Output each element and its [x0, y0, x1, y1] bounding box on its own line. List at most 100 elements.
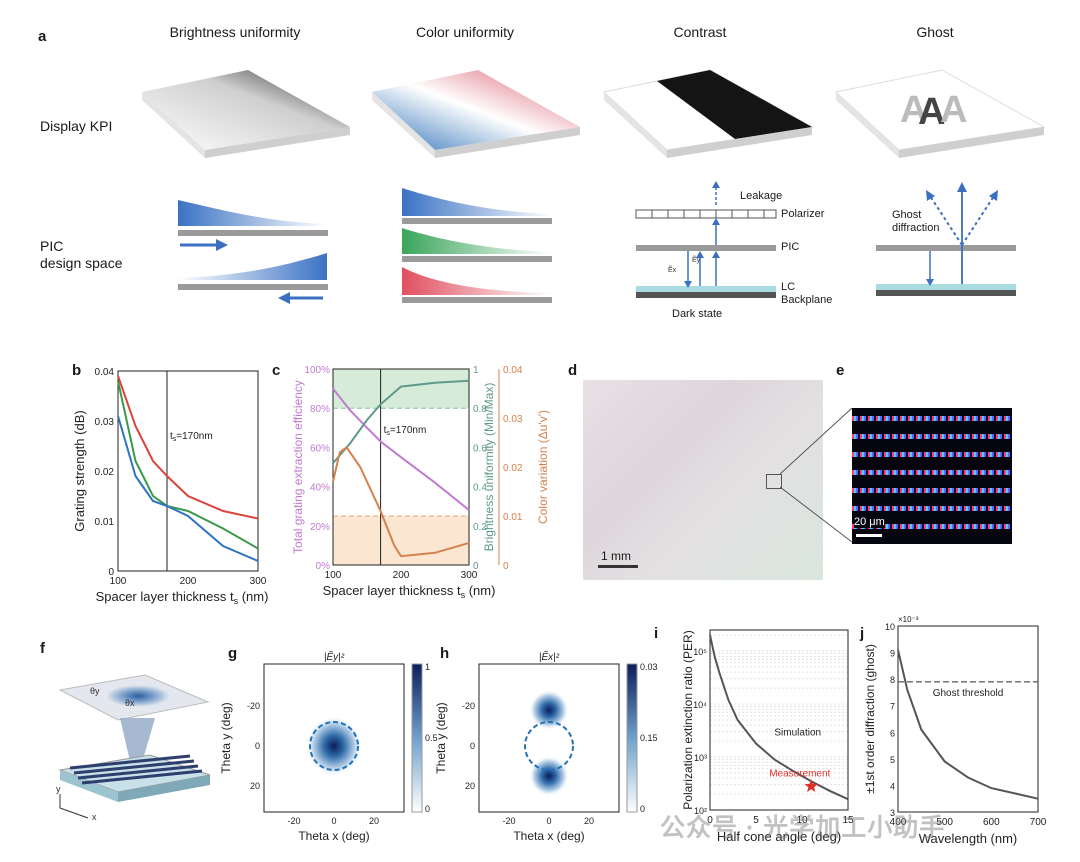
x-tick-label: 200 — [180, 576, 197, 587]
na-circle — [309, 721, 359, 771]
y-tick-label: 10⁴ — [693, 700, 707, 710]
heatmap-title: |Ẽy|² — [324, 650, 345, 663]
y-tick-label: -20 — [247, 701, 260, 711]
series-line-0 — [117, 375, 259, 520]
row-pic-design-line2: design space — [40, 255, 123, 271]
y-tick-left: 40% — [310, 483, 330, 494]
colorbar-min: 0 — [425, 804, 430, 814]
thickness-annotation: ts=170nm — [384, 425, 427, 437]
y-axis-label: Polarization extinction ratio (PER) — [681, 630, 695, 809]
y-tick-right: 0.02 — [503, 463, 523, 474]
series-line-left — [332, 387, 470, 511]
pic-color-diagram — [402, 188, 552, 303]
x-axis-label: Theta x (deg) — [298, 829, 369, 843]
label-backplane: Backplane — [781, 294, 833, 306]
x-tick-label: 100 — [110, 576, 127, 587]
x-tick-label: -20 — [287, 816, 300, 826]
label-leakage: Leakage — [740, 190, 783, 202]
colorbar-min: 0 — [640, 804, 645, 814]
y-tick-label: 10² — [694, 806, 707, 816]
svg-text:A: A — [900, 89, 927, 131]
measurement-star — [804, 779, 818, 792]
panel-c-chart: ts=170nm 0% 20% 40% 60% 80% 100% 0 0.2 0.4 0.6 0.8 1… — [291, 365, 550, 600]
label-polarizer: Polarizer — [781, 208, 825, 220]
panel-e-label: e — [836, 362, 845, 379]
colorbar — [626, 663, 638, 813]
scalebar-d — [598, 565, 638, 568]
svg-text:A: A — [918, 91, 945, 133]
x-tick-label: 400 — [890, 817, 907, 828]
theta-x-label: θx — [125, 698, 135, 708]
x-tick-label: 10 — [796, 815, 808, 826]
svg-text:Ẽx: Ẽx — [668, 265, 677, 274]
diffraction-line — [897, 649, 1039, 800]
y-tick-label: 0.02 — [95, 467, 115, 478]
y-tick-left: 80% — [310, 404, 330, 415]
svg-text:A: A — [940, 89, 967, 131]
y-axis-label-right: Color variation (Δu'v') — [536, 410, 550, 524]
y-tick-label: 3 — [890, 808, 895, 818]
label-ghost-diffraction-1: Ghost — [892, 209, 922, 221]
x-tick-label: 0 — [331, 816, 336, 826]
colorbar-max: 0.03 — [640, 662, 658, 672]
y-tick-left: 60% — [310, 443, 330, 454]
y-axis-label: ±1st order diffraction (ghost) — [863, 644, 877, 794]
y-tick-label: 4 — [890, 781, 895, 791]
y-tick-label: 8 — [890, 675, 895, 685]
row-display-kpi: Display KPI — [40, 118, 113, 134]
y-tick-left: 20% — [310, 522, 330, 533]
row-pic-design-line1: PIC — [40, 238, 64, 254]
label-lc: LC — [781, 281, 796, 293]
x-tick-label: 700 — [1030, 817, 1047, 828]
tile-ghost: A A A — [834, 69, 1046, 158]
y-tick-mid: 0.6 — [473, 443, 487, 454]
panel-j-label: j — [860, 625, 865, 642]
y-tick-right: 0.03 — [503, 414, 523, 425]
x-tick-label: 100 — [325, 570, 342, 581]
plot-frame — [117, 370, 259, 572]
x-tick-label: 0 — [707, 815, 713, 826]
thickness-annotation: ts=170nm — [170, 431, 213, 443]
column-brightness-uniformity: Brightness uniformity — [169, 24, 301, 40]
y-tick-label: 10³ — [694, 753, 707, 763]
y-tick-left: 100% — [304, 365, 330, 376]
column-color-uniformity: Color uniformity — [415, 24, 515, 40]
y-tick-label: 0 — [470, 741, 475, 751]
panel-h-heatmap: -20 0 20 -20 0 20 |Ẽx|² Theta x (deg) Theta y (… — [435, 650, 658, 843]
x-tick-label: 20 — [584, 816, 594, 826]
y-tick-label: 0.04 — [95, 367, 115, 378]
pic-contrast-diagram: Ẽx Ẽy — [635, 181, 777, 298]
x-tick-label: 300 — [461, 570, 478, 581]
label-dark-state: Dark state — [672, 308, 723, 320]
intensity-spot — [306, 716, 362, 776]
x-tick-label: 600 — [983, 817, 1000, 828]
y-tick-label: 20 — [465, 781, 475, 791]
x-tick-label: 200 — [393, 570, 410, 581]
colorbar-mid: 0.5 — [425, 733, 438, 743]
series-line-right — [332, 445, 470, 558]
y-tick-label: 10⁵ — [693, 647, 707, 657]
y-tick-label: -20 — [462, 701, 475, 711]
panel-c-label: c — [272, 362, 281, 379]
watermark-text: 公众号 · 光学加工小助手 — [660, 814, 946, 842]
scalebar-d-label: 1 mm — [601, 549, 631, 563]
x-tick-label: 500 — [936, 817, 953, 828]
panel-i-label: i — [654, 625, 659, 642]
colorbar-max: 1 — [425, 662, 430, 672]
y-axis-label-left: Total grating extraction efficiency — [291, 380, 305, 554]
y-tick-mid: 0.4 — [473, 483, 487, 494]
y-tick-mid: 0 — [473, 561, 479, 572]
colorbar — [411, 663, 423, 813]
microscope-image — [583, 380, 823, 580]
heatmap-title: |Ẽx|² — [539, 650, 560, 663]
panel-i-chart: Simulation Measurement 10² 10³ 10⁴ 10⁵ 0 5 10 15 P… — [681, 629, 854, 844]
panel-b-chart: 0 0.01 0.02 0.03 0.04 100 200 300 ts=170nm Gratin… — [72, 367, 269, 605]
x-axis-label: Spacer layer thickness ts (nm) — [96, 589, 269, 605]
y-tick-label: 0.01 — [95, 517, 115, 528]
y-scale-note: ×10⁻³ — [898, 615, 919, 624]
intensity-lobe-bottom — [529, 756, 569, 796]
y-axis-label: Grating strength (dB) — [72, 410, 87, 531]
y-tick-label: 7 — [890, 702, 895, 712]
y-tick-label: 6 — [890, 728, 895, 738]
theta-y-label: θy — [90, 686, 100, 696]
